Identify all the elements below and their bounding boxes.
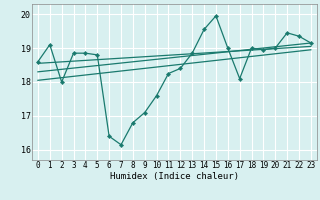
X-axis label: Humidex (Indice chaleur): Humidex (Indice chaleur): [110, 172, 239, 181]
